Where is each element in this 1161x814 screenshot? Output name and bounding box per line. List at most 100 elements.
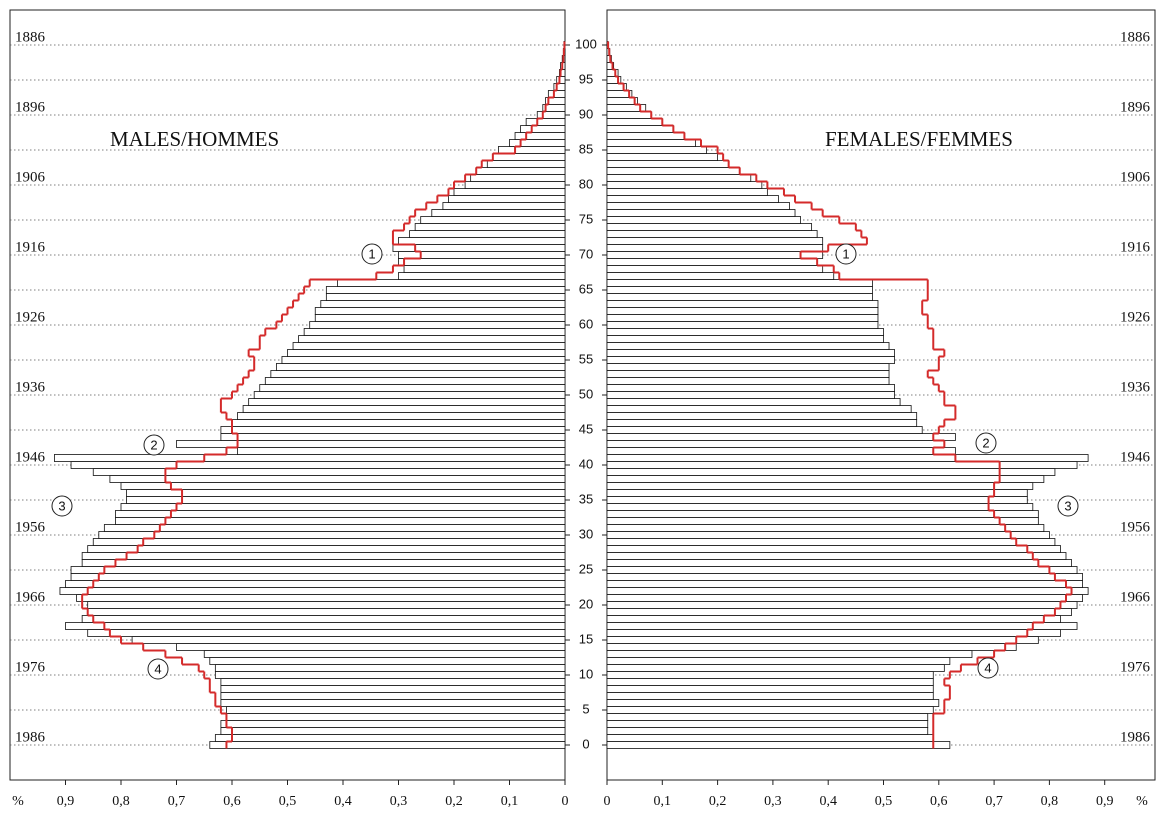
bar <box>70 461 566 469</box>
x-tick-label: 0,3 <box>390 794 408 809</box>
bar <box>606 132 685 140</box>
bar <box>606 398 901 406</box>
birth-year-label: 1886 <box>1120 29 1151 45</box>
bar <box>442 202 566 210</box>
bar <box>606 552 1067 560</box>
bar <box>464 181 566 189</box>
bar <box>287 349 566 357</box>
bar <box>398 258 566 266</box>
bar <box>606 146 707 154</box>
bar <box>203 650 566 658</box>
bar <box>176 643 566 651</box>
bar <box>214 734 566 742</box>
bar <box>606 664 945 672</box>
x-axis-label: % <box>12 794 24 809</box>
bar <box>87 601 566 609</box>
age-tick-label: 75 <box>579 211 593 226</box>
birth-year-label: 1976 <box>1120 659 1151 675</box>
bar <box>606 741 951 749</box>
bar <box>556 76 566 84</box>
annotation-circle <box>143 434 165 456</box>
bar <box>87 629 566 637</box>
bar <box>606 160 730 168</box>
bar <box>126 489 566 497</box>
bar <box>109 475 566 483</box>
bar <box>220 699 566 707</box>
bar <box>420 216 566 224</box>
bar <box>606 321 879 329</box>
bar <box>606 566 1078 574</box>
bar <box>98 531 566 539</box>
bar <box>606 629 1061 637</box>
bar <box>606 370 890 378</box>
bar <box>81 615 566 623</box>
bar <box>59 587 566 595</box>
bar <box>606 643 1017 651</box>
bar <box>606 538 1056 546</box>
age-tick-label: 95 <box>579 71 593 86</box>
bar <box>237 447 566 455</box>
age-tick-label: 80 <box>579 176 593 191</box>
bar <box>115 517 566 525</box>
bar <box>209 657 566 665</box>
annotation-label: 2 <box>150 437 157 452</box>
bar <box>281 356 566 364</box>
birth-year-label: 1966 <box>1120 589 1151 605</box>
bar <box>103 524 566 532</box>
bar <box>606 405 912 413</box>
birth-year-label: 1956 <box>15 519 46 535</box>
x-tick-label: 0,8 <box>1041 794 1059 809</box>
bar <box>606 608 1072 616</box>
bar <box>131 636 566 644</box>
bar <box>70 566 566 574</box>
x-tick-label: 0,5 <box>875 794 893 809</box>
birth-year-label: 1926 <box>15 309 46 325</box>
bar <box>303 328 566 336</box>
bar <box>214 664 566 672</box>
bar <box>606 685 934 693</box>
bar <box>606 251 824 259</box>
bar <box>606 118 663 126</box>
bar <box>606 720 929 728</box>
age-tick-label: 60 <box>579 316 593 331</box>
bar <box>606 237 824 245</box>
birth-year-label: 1916 <box>1120 239 1151 255</box>
bar <box>606 258 818 266</box>
bar <box>606 503 1034 511</box>
birth-year-label: 1896 <box>15 99 46 115</box>
bar <box>606 524 1045 532</box>
annotation-circle <box>361 243 383 265</box>
age-tick-label: 10 <box>579 666 593 681</box>
bar <box>314 314 566 322</box>
bar <box>547 90 566 98</box>
bar <box>292 342 566 350</box>
annotation-circle <box>1057 495 1079 517</box>
bar <box>606 181 763 189</box>
bar <box>606 97 638 105</box>
bar <box>606 139 696 147</box>
bar <box>606 230 818 238</box>
age-tick-label: 85 <box>579 141 593 156</box>
bar <box>606 622 1078 630</box>
bar <box>606 496 1028 504</box>
bar <box>606 601 1078 609</box>
bar <box>298 335 566 343</box>
bar <box>398 251 566 259</box>
birth-year-label: 1946 <box>1120 449 1151 465</box>
bar <box>220 433 566 441</box>
annotation-circle <box>51 495 73 517</box>
bar <box>403 265 566 273</box>
bar <box>65 622 566 630</box>
age-tick-label: 50 <box>579 386 593 401</box>
age-tick-label: 5 <box>582 701 589 716</box>
x-tick-label: 0,6 <box>223 794 241 809</box>
bar <box>448 195 566 203</box>
birth-year-label: 1966 <box>15 589 46 605</box>
bar <box>606 482 1034 490</box>
bar <box>209 741 566 749</box>
x-tick-label: 0,8 <box>112 794 130 809</box>
bar <box>606 69 619 77</box>
bar <box>92 468 566 476</box>
x-tick-label: 0,1 <box>654 794 672 809</box>
bar <box>606 349 895 357</box>
